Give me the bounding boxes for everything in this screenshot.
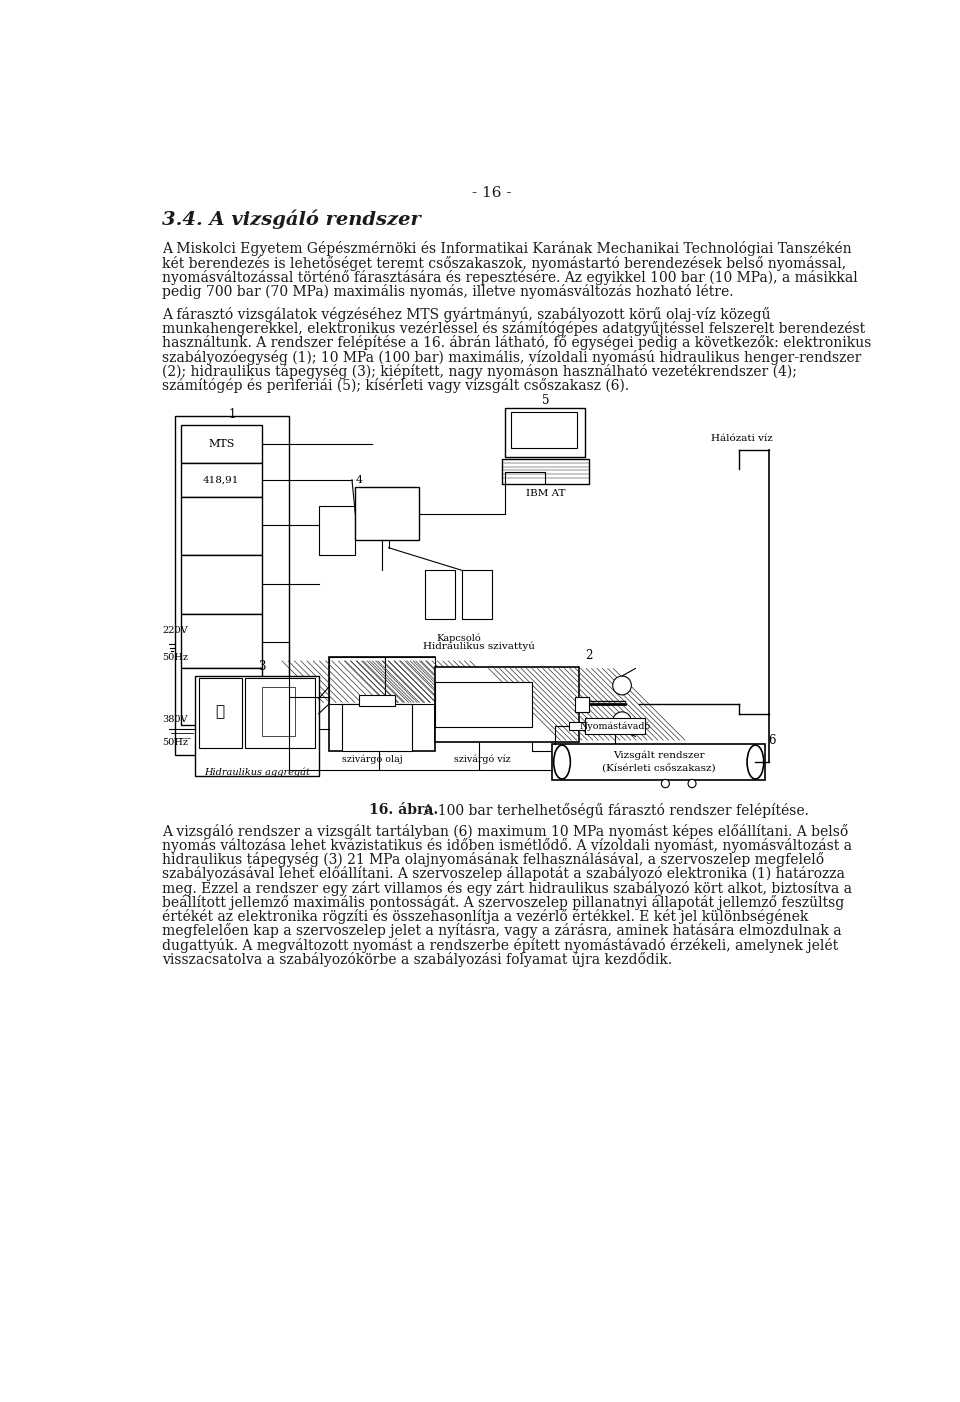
Bar [328, 658, 385, 704]
Text: 1: 1 [228, 408, 235, 421]
Bar [195, 676, 319, 775]
Text: (Kísérleti csőszakasz): (Kísérleti csőszakasz) [602, 764, 715, 773]
Text: 220V: 220V [162, 627, 187, 635]
Text: ⚡: ⚡ [215, 705, 225, 719]
Bar [575, 697, 588, 712]
Bar [505, 408, 586, 457]
Bar [355, 488, 419, 540]
Text: 380V: 380V [162, 715, 187, 723]
Text: 3.4. A vizsgáló rendszer: 3.4. A vizsgáló rendszer [162, 209, 421, 229]
Bar [425, 571, 455, 620]
Ellipse shape [612, 712, 632, 730]
Text: 6: 6 [769, 733, 777, 747]
Text: használtunk. A rendszer felépítése a 16. ábrán látható, fő egységei pedig a köve: használtunk. A rendszer felépítése a 16.… [162, 335, 872, 350]
Text: Hidraulikus aggregát: Hidraulikus aggregát [204, 767, 310, 777]
Text: Nyomástávadó: Nyomástávadó [580, 721, 651, 730]
Bar [511, 412, 577, 447]
Text: Vizsgált rendszer: Vizsgált rendszer [612, 750, 705, 760]
Bar [245, 679, 315, 747]
Bar [502, 458, 588, 484]
Text: - 16 -: - 16 - [472, 186, 512, 200]
Bar [328, 658, 435, 751]
Bar [262, 687, 296, 736]
Bar [180, 463, 262, 496]
Ellipse shape [554, 744, 570, 780]
Bar [180, 669, 262, 725]
Text: két berendezés is lehetőséget teremt csőszakaszok, nyomástartó berendezések bels: két berendezés is lehetőséget teremt cső… [162, 255, 847, 271]
Text: hidraulikus tápegység (3) 21 MPa olajnyomásának felhasználásával, a szervoszelep: hidraulikus tápegység (3) 21 MPa olajnyo… [162, 852, 825, 866]
Text: MTS: MTS [208, 439, 234, 449]
Ellipse shape [266, 690, 291, 735]
Text: A fárasztó vizsgálatok végzéséhez MTS gyártmányú, szabályozott körű olaj-víz köz: A fárasztó vizsgálatok végzéséhez MTS gy… [162, 307, 771, 322]
Text: meg. Ezzel a rendszer egy zárt villamos és egy zárt hidraulikus szabályozó kört : meg. Ezzel a rendszer egy zárt villamos … [162, 880, 852, 896]
Text: A vizsgáló rendszer a vizsgált tartályban (6) maximum 10 MPa nyomást képes előál: A vizsgáló rendszer a vizsgált tartályba… [162, 823, 849, 838]
Text: 2: 2 [586, 649, 592, 662]
Text: 50Hz: 50Hz [162, 737, 188, 746]
Bar [568, 722, 586, 729]
Text: szabályozásával lehet előállítani. A szervoszelep állapotát a szabályozó elektro: szabályozásával lehet előállítani. A sze… [162, 866, 846, 882]
Text: szivárgó olaj: szivárgó olaj [342, 754, 402, 764]
Text: (2); hidraulikus tápegység (3); kiépített, nagy nyomáson használható vezetékrend: (2); hidraulikus tápegység (3); kiépítet… [162, 365, 798, 379]
Text: Kapcsoló: Kapcsoló [436, 634, 481, 644]
Ellipse shape [688, 780, 696, 788]
Text: 5: 5 [541, 394, 549, 407]
Text: nyomásváltozással történő fárasztására és repesztésére. Az egyikkel 100 bar (10 : nyomásváltozással történő fárasztására é… [162, 269, 858, 285]
Bar [586, 718, 645, 735]
Bar [435, 681, 532, 728]
Text: számítógép és periferiái (5); kísérleti vagy vizsgált csőszakasz (6).: számítógép és periferiái (5); kísérleti … [162, 379, 630, 393]
Bar [180, 555, 262, 614]
Bar [180, 425, 262, 463]
Text: megfelelően kap a szervoszelep jelet a nyításra, vagy a zárásra, aminek hatására: megfelelően kap a szervoszelep jelet a n… [162, 924, 842, 938]
Text: IBM AT: IBM AT [525, 488, 565, 498]
Ellipse shape [612, 676, 632, 695]
Text: munkahengerekkel, elektronikus vezérléssel és számítógépes adatgyűjtéssel felsze: munkahengerekkel, elektronikus vezérléss… [162, 321, 866, 336]
Bar [176, 415, 289, 756]
Text: A 100 bar terhelhetőségű fárasztó rendszer felépítése.: A 100 bar terhelhetőségű fárasztó rendsz… [419, 803, 808, 819]
Bar [180, 496, 262, 555]
Text: Hidraulikus szivattyú: Hidraulikus szivattyú [422, 641, 535, 651]
Bar [342, 704, 412, 751]
Bar [462, 571, 492, 620]
Bar [552, 744, 765, 780]
Bar [199, 679, 242, 747]
Text: 3: 3 [258, 660, 266, 673]
Text: szivárgó víz: szivárgó víz [454, 754, 511, 764]
Bar [359, 695, 396, 707]
Text: pedig 700 bar (70 MPa) maximális nyomás, illetve nyomásváltozás hozható létre.: pedig 700 bar (70 MPa) maximális nyomás,… [162, 285, 734, 299]
Bar [180, 614, 262, 669]
Text: visszacsatolva a szabályozókörbe a szabályozási folyamat újra kezdődik.: visszacsatolva a szabályozókörbe a szabá… [162, 952, 673, 967]
Text: szabályozóegység (1); 10 MPa (100 bar) maximális, vízoldali nyomású hidraulikus : szabályozóegység (1); 10 MPa (100 bar) m… [162, 349, 862, 365]
Text: 16. ábra.: 16. ábra. [369, 803, 438, 817]
Bar [319, 506, 355, 555]
Text: értékét az elektronika rögzíti és összehasonlítja a vezérlő értékkel. E két jel : értékét az elektronika rögzíti és összeh… [162, 908, 809, 924]
Ellipse shape [747, 744, 764, 780]
Text: beállított jellemző maximális pontosságát. A szervoszelep pillanatnyi állapotát : beállított jellemző maximális pontosságá… [162, 894, 845, 910]
Text: dugattyúk. A megváltozott nyomást a rendszerbe épített nyomástávadó érzékeli, am: dugattyúk. A megváltozott nyomást a rend… [162, 938, 839, 952]
Ellipse shape [661, 780, 669, 788]
Text: 418,91: 418,91 [204, 475, 239, 484]
Bar [385, 658, 435, 704]
Bar [435, 666, 579, 742]
Text: 50Hz: 50Hz [162, 653, 188, 662]
Text: A Miskolci Egyetem Gépészmérnöki és Informatikai Karának Mechanikai Technológiai: A Miskolci Egyetem Gépészmérnöki és Info… [162, 241, 852, 257]
Text: 4: 4 [355, 475, 363, 485]
Text: Hálózati víz: Hálózati víz [711, 433, 773, 443]
Text: nyomás változása lehet kvázistatikus és időben ismétlődő. A vízoldali nyomást, n: nyomás változása lehet kvázistatikus és … [162, 838, 852, 852]
